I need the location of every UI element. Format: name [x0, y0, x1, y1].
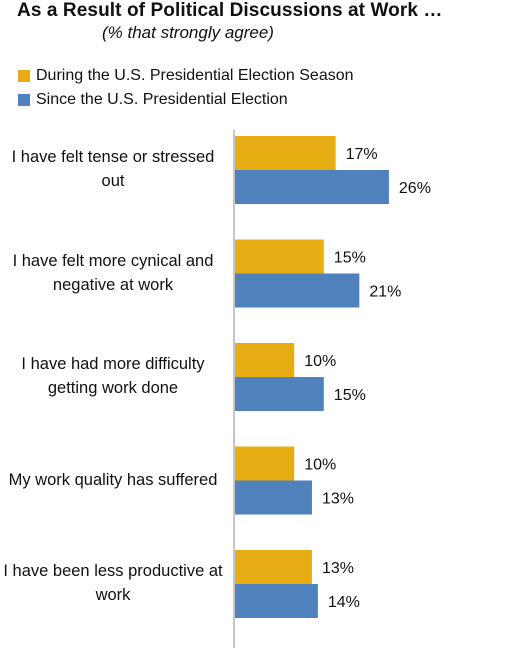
legend-label-during: During the U.S. Presidential Election Se…	[36, 67, 354, 84]
bar-during	[235, 343, 295, 377]
data-label-since: 26%	[399, 180, 431, 197]
category-label: I have had more difficulty getting work …	[21, 355, 205, 397]
bar-since	[235, 170, 389, 204]
category-label: My work quality has suffered	[8, 470, 218, 489]
bar-during	[235, 446, 295, 481]
data-label-during: 10%	[304, 353, 336, 370]
data-label-since: 21%	[369, 284, 401, 301]
data-label-during: 10%	[304, 457, 336, 474]
legend-swatch-during	[18, 70, 30, 82]
data-label-since: 14%	[328, 594, 360, 611]
chart-subtitle: (% that strongly agree)	[102, 23, 274, 42]
legend-swatch-since	[18, 94, 30, 106]
category-label: I have been less productive at work	[3, 562, 223, 604]
legend-label-since: Since the U.S. Presidential Election	[36, 91, 288, 108]
legend-item-during: During the U.S. Presidential Election Se…	[18, 64, 354, 88]
legend-item-since: Since the U.S. Presidential Election	[18, 88, 354, 112]
data-label-during: 17%	[346, 146, 378, 163]
category-label: I have felt more cynical and negative at…	[12, 251, 214, 294]
data-label-since: 15%	[334, 387, 366, 404]
bar-since	[235, 273, 360, 308]
bar-during	[235, 239, 324, 274]
bar-during	[235, 136, 336, 170]
bar-since	[235, 480, 312, 515]
chart-title: As a Result of Political Discussions at …	[17, 0, 443, 21]
data-label-during: 15%	[334, 250, 366, 267]
category-label: I have felt tense or stressed out	[11, 148, 215, 190]
bar-during	[235, 550, 312, 584]
legend: During the U.S. Presidential Election Se…	[18, 64, 354, 112]
data-label-since: 13%	[322, 491, 354, 508]
bar-since	[235, 584, 318, 618]
bar-since	[235, 377, 324, 411]
data-label-during: 13%	[322, 560, 354, 577]
